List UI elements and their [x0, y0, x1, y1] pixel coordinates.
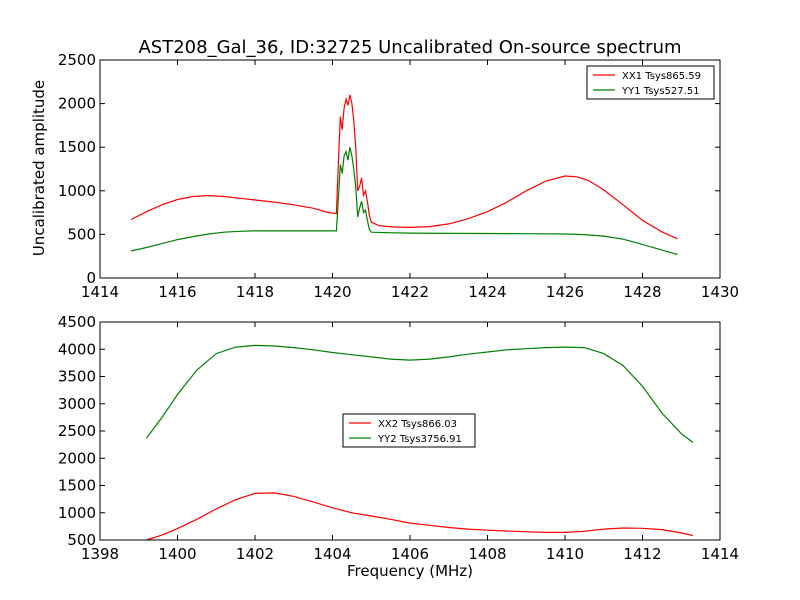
y-tick-label: 2000: [58, 95, 96, 113]
y-tick-label: 2500: [58, 51, 96, 69]
x-tick-label: 1416: [158, 283, 196, 301]
x-tick-label: 1422: [391, 283, 429, 301]
x-tick-label: 1418: [236, 283, 274, 301]
series-line-2-1: [146, 492, 694, 541]
x-tick-label: 1428: [623, 283, 661, 301]
y-tick-label: 1000: [58, 504, 96, 522]
x-tick-label: 1406: [391, 545, 429, 563]
y-tick-label: 500: [67, 225, 96, 243]
legend-box: [586, 65, 715, 100]
x-tick-label: 1410: [546, 545, 584, 563]
legend: XX2 Tsys866.03 YY2 Tsys3756.91: [342, 413, 476, 448]
legend-box: [342, 413, 476, 448]
y-tick-label: 500: [67, 531, 96, 549]
y-tick-label: 4500: [58, 313, 96, 331]
y-tick-label: 3000: [58, 395, 96, 413]
x-tick-label: 1430: [701, 283, 739, 301]
chart-title: AST208_Gal_36, ID:32725 Uncalibrated On-…: [138, 37, 681, 58]
x-tick-label: 1424: [468, 283, 506, 301]
x-tick-label: 1414: [81, 283, 119, 301]
x-tick-label: 1426: [546, 283, 584, 301]
y-tick-label: 4000: [58, 340, 96, 358]
y-tick-label: 2500: [58, 422, 96, 440]
y-tick-label: 0: [86, 269, 96, 287]
legend: XX1 Tsys865.59 YY1 Tsys527.51: [586, 65, 715, 100]
plot-panel-1: 1414 1416 1418 1420 1422 1424 1426 1428 1430 0 500…: [58, 51, 739, 301]
legend-label: XX1 Tsys865.59: [622, 71, 701, 82]
x-tick-label: 1400: [158, 545, 196, 563]
x-tick-label: 1398: [81, 545, 119, 563]
series-line-1-2: [130, 147, 678, 256]
x-tick-label: 1420: [313, 283, 351, 301]
x-tick-label: 1412: [623, 545, 661, 563]
y-tick-label: 1500: [58, 477, 96, 495]
y-tick-label: 3500: [58, 368, 96, 386]
y-tick-label: 1000: [58, 182, 96, 200]
legend-label: YY2 Tsys3756.91: [377, 434, 462, 445]
x-axis-label: Frequency (MHz): [347, 562, 473, 580]
plot-panel-2: 1398 1400 1402 1404 1406 1408 1410 1412 1414 500 1…: [58, 313, 739, 563]
series-line-2-2: [146, 344, 694, 443]
y-axis-label: Uncalibrated amplitude: [30, 80, 48, 256]
x-tick-label: 1414: [701, 545, 739, 563]
legend-label: YY1 Tsys527.51: [621, 86, 700, 97]
x-tick-label: 1402: [236, 545, 274, 563]
legend-label: XX2 Tsys866.03: [378, 419, 457, 430]
x-tick-label: 1404: [313, 545, 351, 563]
y-tick-label: 1500: [58, 138, 96, 156]
y-tick-label: 2000: [58, 449, 96, 467]
series-line-1-1: [130, 94, 678, 240]
x-tick-label: 1408: [468, 545, 506, 563]
